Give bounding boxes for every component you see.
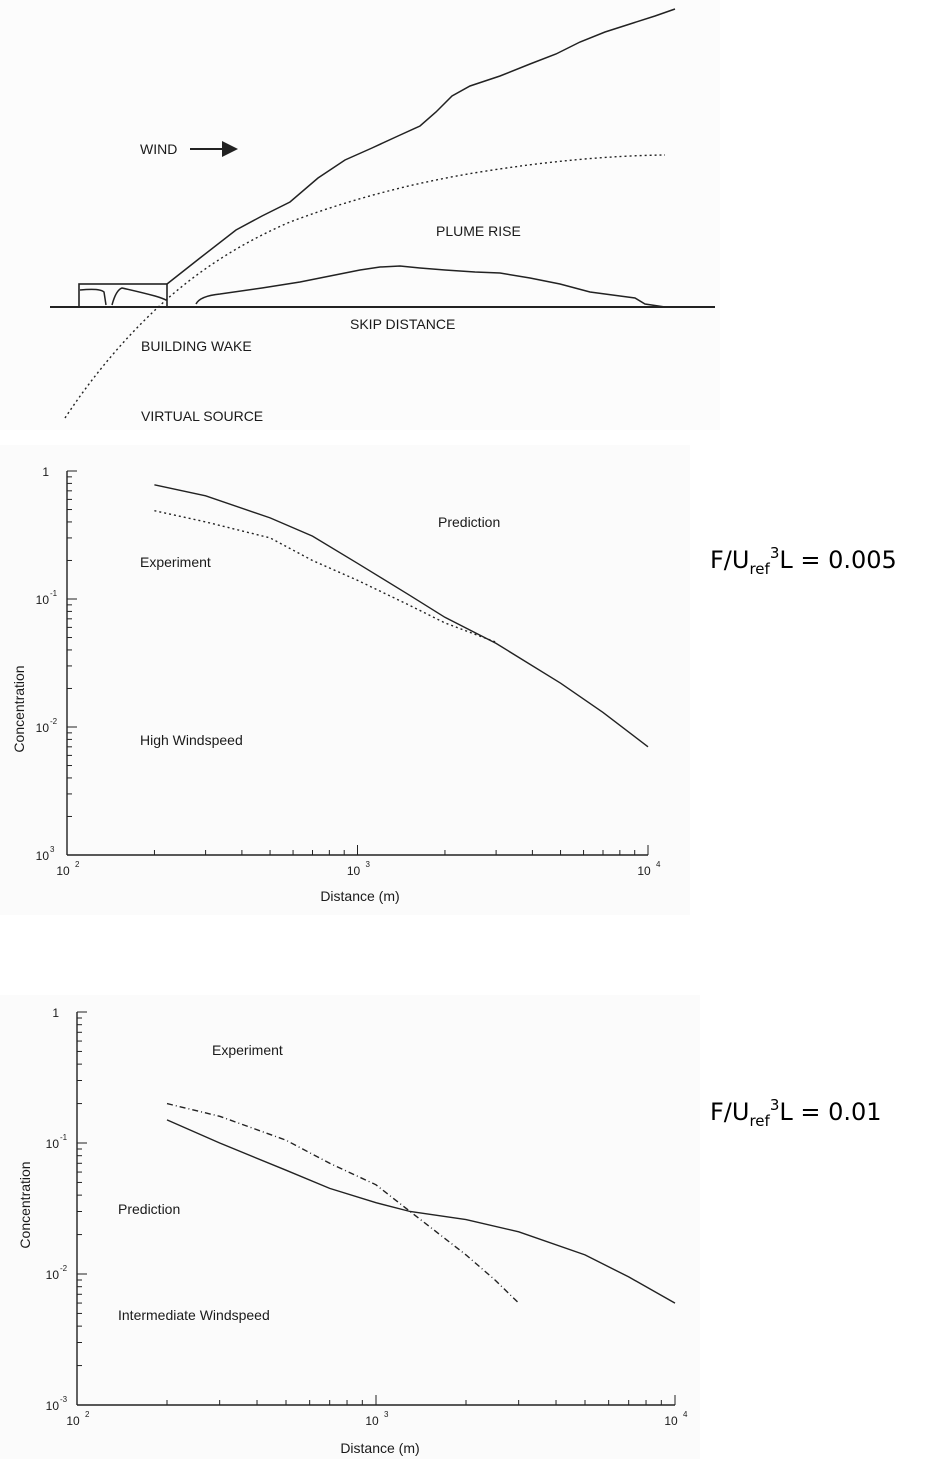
- x-tick-label-exponent: 3: [384, 1410, 389, 1419]
- chart-1-annotation-windspeed: High Windspeed: [140, 732, 243, 748]
- chart-2-xlabel: Distance (m): [340, 1440, 419, 1456]
- chart-high-windspeed: 10 2 10 3 10 4 1 10 -1 10 -2 10 3 Distance (m) Conce…: [0, 445, 690, 915]
- wind-arrow-icon: [222, 141, 238, 157]
- param-1-prefix: F/U: [710, 546, 750, 574]
- chart-1-axes: [66, 471, 648, 856]
- param-2-prefix: F/U: [710, 1098, 750, 1126]
- building-wake-curve: [79, 287, 167, 306]
- chart-1-annotation-prediction: Prediction: [438, 514, 500, 530]
- series-line-prediction: [166, 1119, 676, 1304]
- y-tick-label: 10: [46, 1399, 60, 1413]
- y-tick-label-exponent: -1: [60, 1133, 68, 1142]
- wind-label: WIND: [140, 141, 177, 157]
- chart-1-ylabel: Concentration: [11, 665, 27, 752]
- chart-2-series: [166, 1102, 676, 1304]
- x-tick-label: 10: [365, 1414, 379, 1428]
- plume-diagram-svg: WIND PLUME RISE SKIP DISTANCE BUILDING W…: [50, 8, 715, 424]
- y-tick-label: 10: [46, 1137, 60, 1151]
- chart-2-annotation-experiment: Experiment: [212, 1042, 283, 1058]
- param-1-suffix: L = 0.005: [779, 546, 897, 574]
- param-2-suffix: L = 0.01: [779, 1098, 882, 1126]
- x-tick-label-exponent: 2: [85, 1410, 90, 1419]
- y-tick-label-exponent: -2: [60, 1264, 68, 1273]
- x-tick-label: 10: [637, 864, 651, 878]
- series-line-prediction: [154, 484, 649, 748]
- x-tick-label-exponent: 3: [366, 860, 371, 869]
- series-line-experiment: [154, 510, 497, 643]
- y-tick-label: 10: [36, 721, 50, 735]
- x-tick-label-exponent: 2: [75, 860, 80, 869]
- chart-2-annotation-windspeed: Intermediate Windspeed: [118, 1307, 270, 1323]
- y-tick-label-exponent: 3: [50, 845, 55, 854]
- chart-1-xlabel: Distance (m): [320, 888, 399, 904]
- building-wake-label: BUILDING WAKE: [141, 338, 252, 354]
- param-1-sup: 3: [769, 544, 780, 562]
- chart-2-annotation-prediction: Prediction: [118, 1201, 180, 1217]
- param-2-sub: ref: [749, 1112, 770, 1130]
- parameter-label-high-windspeed: F/Uref3L = 0.005: [710, 544, 897, 578]
- chart-2-ylabel: Concentration: [17, 1161, 33, 1248]
- y-tick-label: 10: [36, 593, 50, 607]
- x-tick-label: 10: [347, 864, 361, 878]
- series-line-experiment: [166, 1102, 520, 1304]
- plume-rise-label: PLUME RISE: [436, 223, 521, 239]
- plume-upper-boundary: [166, 8, 676, 285]
- y-tick-label: 10: [36, 849, 50, 863]
- chart-2-ticks: [76, 1011, 676, 1406]
- chart-1-series: [154, 484, 649, 748]
- param-2-sup: 3: [769, 1096, 780, 1114]
- y-tick-label: 1: [52, 1006, 59, 1020]
- x-tick-label-exponent: 4: [656, 860, 661, 869]
- y-tick-label-exponent: -2: [50, 717, 58, 726]
- plume-lower-boundary: [195, 265, 666, 308]
- plume-centerline: [64, 154, 666, 419]
- y-tick-label: 1: [42, 465, 49, 479]
- building: [78, 283, 168, 308]
- x-tick-label: 10: [664, 1414, 678, 1428]
- chart-1-annotation-experiment: Experiment: [140, 554, 211, 570]
- y-tick-label: 10: [46, 1268, 60, 1282]
- x-tick-label: 10: [56, 864, 70, 878]
- chart-1-ticks: [66, 470, 649, 856]
- plume-diagram: WIND PLUME RISE SKIP DISTANCE BUILDING W…: [0, 0, 720, 430]
- x-tick-label-exponent: 4: [683, 1410, 688, 1419]
- x-tick-label: 10: [66, 1414, 80, 1428]
- virtual-source-label: VIRTUAL SOURCE: [141, 408, 263, 424]
- chart-intermediate-windspeed: 10 2 10 3 10 4 1 10 -1 10 -2 10 -3 Distance (m) Conc…: [0, 995, 700, 1459]
- skip-distance-label: SKIP DISTANCE: [350, 316, 455, 332]
- y-tick-label-exponent: -3: [60, 1395, 68, 1404]
- y-tick-label-exponent: -1: [50, 589, 58, 598]
- param-1-sub: ref: [749, 560, 770, 578]
- parameter-label-intermediate-windspeed: F/Uref3L = 0.01: [710, 1096, 882, 1130]
